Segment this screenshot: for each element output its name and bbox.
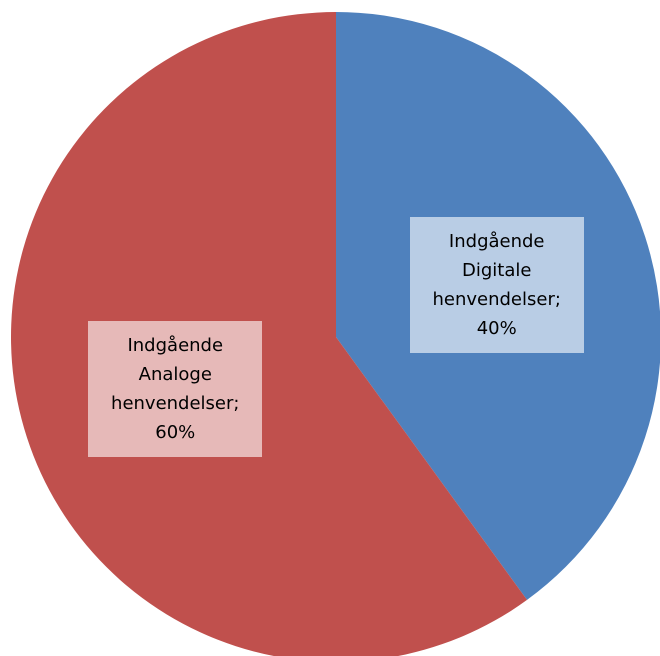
data-label: Indgående Analoge henvendelser; 60% — [88, 321, 263, 458]
data-label: Indgående Digitale henvendelser; 40% — [409, 216, 584, 353]
separator: ; — [233, 393, 240, 415]
category-name: Indgående Analoge henvendelser — [111, 335, 234, 415]
category-name: Indgående Digitale henvendelser — [432, 230, 555, 310]
separator: ; — [554, 288, 561, 310]
pie-slice — [11, 12, 528, 656]
value-label: 40% — [476, 317, 517, 339]
value-label: 60% — [155, 422, 196, 444]
